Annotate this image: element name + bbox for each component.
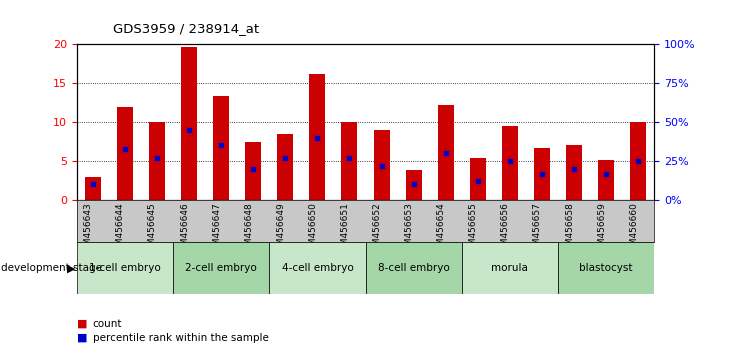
Text: GSM456646: GSM456646	[180, 202, 189, 257]
Point	[344, 155, 355, 161]
Text: development stage: development stage	[1, 263, 102, 273]
Bar	[566, 145, 582, 200]
Bar	[438, 105, 454, 200]
Bar	[309, 74, 325, 200]
Point	[440, 150, 452, 156]
Bar	[630, 122, 646, 200]
Text: ▶: ▶	[67, 263, 76, 273]
Bar	[117, 107, 133, 200]
Point	[215, 143, 227, 148]
Text: ■: ■	[77, 333, 87, 343]
Bar	[374, 130, 390, 200]
Text: GSM456652: GSM456652	[373, 202, 382, 257]
Bar	[269, 242, 366, 294]
Text: GSM456657: GSM456657	[533, 202, 542, 257]
Point	[600, 171, 612, 176]
Point	[151, 155, 163, 161]
Point	[536, 171, 548, 176]
Text: GSM456649: GSM456649	[276, 202, 285, 257]
Text: GSM456654: GSM456654	[436, 202, 446, 257]
Bar	[77, 242, 173, 294]
Point	[632, 158, 644, 164]
Text: morula: morula	[491, 263, 529, 273]
Text: 1-cell embryo: 1-cell embryo	[89, 263, 161, 273]
Point	[408, 182, 420, 187]
Bar	[558, 242, 654, 294]
Point	[376, 163, 387, 169]
Text: GDS3959 / 238914_at: GDS3959 / 238914_at	[113, 22, 260, 35]
Point	[504, 158, 516, 164]
Bar	[181, 47, 197, 200]
Point	[472, 178, 484, 184]
Text: GSM456645: GSM456645	[148, 202, 157, 257]
Text: blastocyst: blastocyst	[580, 263, 633, 273]
Text: GSM456651: GSM456651	[341, 202, 349, 257]
Text: GSM456650: GSM456650	[308, 202, 317, 257]
Bar	[462, 242, 558, 294]
Bar	[173, 242, 269, 294]
Text: ■: ■	[77, 319, 87, 329]
Bar	[149, 122, 165, 200]
Point	[87, 182, 99, 187]
Bar	[502, 126, 518, 200]
Point	[247, 166, 259, 172]
Text: GSM456647: GSM456647	[212, 202, 221, 257]
Bar	[406, 170, 422, 200]
Text: 8-cell embryo: 8-cell embryo	[378, 263, 450, 273]
Text: GSM456653: GSM456653	[405, 202, 414, 257]
Text: GSM456648: GSM456648	[244, 202, 253, 257]
Bar	[213, 96, 229, 200]
Text: GSM456660: GSM456660	[629, 202, 638, 257]
Text: GSM456659: GSM456659	[597, 202, 606, 257]
Text: 4-cell embryo: 4-cell embryo	[281, 263, 353, 273]
Point	[119, 146, 131, 152]
Text: GSM456658: GSM456658	[565, 202, 574, 257]
Text: GSM456655: GSM456655	[469, 202, 478, 257]
Text: 2-cell embryo: 2-cell embryo	[185, 263, 257, 273]
Text: GSM456643: GSM456643	[84, 202, 93, 257]
Bar	[277, 134, 293, 200]
Bar	[366, 242, 462, 294]
Bar	[341, 122, 357, 200]
Bar	[534, 148, 550, 200]
Bar	[598, 160, 614, 200]
Bar	[245, 142, 261, 200]
Text: GSM456644: GSM456644	[116, 202, 125, 257]
Point	[311, 135, 323, 141]
Point	[568, 166, 580, 172]
Bar	[85, 177, 101, 200]
Text: percentile rank within the sample: percentile rank within the sample	[93, 333, 269, 343]
Point	[183, 127, 195, 133]
Bar	[470, 158, 486, 200]
Text: count: count	[93, 319, 122, 329]
Point	[279, 155, 291, 161]
Text: GSM456656: GSM456656	[501, 202, 510, 257]
